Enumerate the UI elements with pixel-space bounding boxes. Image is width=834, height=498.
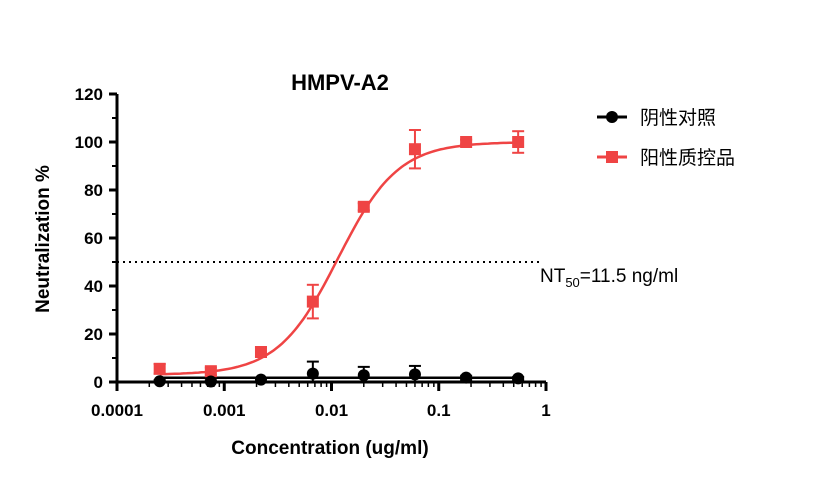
fit-curve-positive [159, 141, 519, 376]
data-point-negative [408, 368, 421, 381]
y-tick-label: 80 [84, 181, 103, 200]
x-axis-label: Concentration (ug/ml) [231, 438, 428, 459]
data-point-positive [408, 143, 421, 156]
data-point-negative [153, 375, 166, 388]
legend-label-negative: 阴性对照 [640, 107, 716, 129]
x-tick-label: 0.1 [427, 401, 451, 420]
x-tick-label: 0.0001 [91, 401, 143, 420]
y-tick-label: 120 [75, 85, 103, 104]
y-tick-label: 0 [94, 373, 103, 392]
data-point-positive [512, 136, 525, 148]
axes: 0 20 40 60 80 100 120 0.0001 0.001 0.01 0.1 1 [75, 85, 551, 420]
y-tick-label: 100 [75, 133, 103, 152]
x-tick-label: 1 [541, 401, 550, 420]
data-point-negative [254, 373, 267, 386]
legend-label-positive: 阳性质控品 [640, 147, 735, 169]
data-point-positive [153, 362, 166, 375]
nt50-annotation-sub: 50 [565, 275, 579, 290]
data-point-positive [254, 346, 267, 358]
data-point-negative [512, 372, 525, 385]
y-tick-label: 20 [84, 325, 103, 344]
x-tick-label: 0.001 [203, 401, 246, 420]
y-axis-label: Neutralization % [33, 165, 54, 313]
legend: 阴性对照 阳性质控品 [597, 107, 735, 169]
chart-title: HMPV-A2 [291, 70, 389, 95]
legend-marker-positive [606, 151, 618, 163]
data-point-negative [460, 371, 473, 384]
y-tick-label: 60 [84, 229, 103, 248]
data-point-positive [306, 295, 319, 308]
fit-curves [159, 141, 519, 379]
x-tick-label: 0.01 [315, 401, 348, 420]
legend-item-positive: 阳性质控品 [597, 147, 735, 169]
data-point-negative [306, 367, 319, 380]
data-point-positive [357, 200, 370, 213]
nt50-annotation-main: NT [540, 266, 566, 287]
data-point-negative [357, 369, 370, 382]
data-point-positive [460, 136, 473, 148]
data-points [153, 129, 525, 388]
y-tick-label: 40 [84, 277, 103, 296]
data-point-negative [204, 375, 217, 388]
nt50-annotation: NT50=11.5 ng/ml [540, 266, 678, 290]
data-point-positive [204, 365, 217, 378]
legend-marker-negative [606, 111, 618, 123]
legend-item-negative: 阴性对照 [597, 107, 716, 129]
nt50-annotation-rest: =11.5 ng/ml [580, 266, 678, 287]
